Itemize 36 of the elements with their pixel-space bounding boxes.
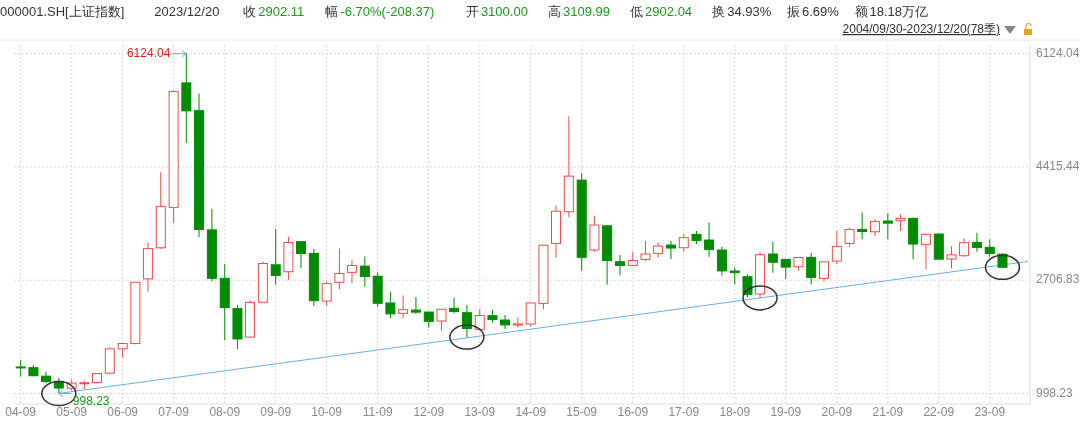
text: 低2902.04 [630, 4, 693, 19]
annotation: 998.23 [72, 393, 110, 408]
x-tick-label: 20-09 [821, 405, 853, 419]
y-tick-label: 2706.83 [1036, 272, 1080, 287]
x-tick-label: 18-09 [719, 405, 751, 419]
x-tick-label: 09-09 [260, 405, 292, 419]
text: 2004/09/30-2023/12/20(78季) [842, 22, 1000, 36]
x-tick-label: 12-09 [413, 405, 445, 419]
x-tick-label: 11-09 [362, 405, 393, 419]
x-tick-label: 07-09 [158, 405, 190, 419]
y-tick-label: 6124.04 [1036, 45, 1080, 60]
text: 幅-6.70%(-208.37) [325, 4, 435, 19]
x-tick-label: 15-09 [566, 405, 598, 419]
x-tick-label: 13-09 [464, 405, 496, 419]
text: 振6.69% [787, 4, 840, 19]
x-tick-label: 04-09 [5, 405, 37, 419]
chart-title: 000001.SH[上证指数] [0, 4, 125, 19]
x-tick-label: 05-09 [56, 405, 88, 419]
text: 收2902.11 [243, 4, 305, 19]
text: 额18.18万亿 [854, 4, 929, 19]
y-tick-label: 998.23 [1036, 385, 1074, 400]
x-tick-label: 22-09 [923, 405, 955, 419]
text: 开3100.00 [465, 4, 528, 19]
x-tick-label: 16-09 [617, 405, 649, 419]
annotation: 6124.04 [126, 45, 171, 60]
x-tick-label: 17-09 [668, 405, 700, 419]
x-tick-label: 08-09 [209, 405, 241, 419]
x-tick-label: 19-09 [770, 405, 802, 419]
x-tick-label: 23-09 [974, 405, 1006, 419]
x-tick-label: 21-09 [872, 405, 904, 419]
x-tick-label: 10-09 [311, 405, 343, 419]
x-tick-label: 14-09 [515, 405, 547, 419]
x-tick-label: 06-09 [107, 405, 139, 419]
text: 2023/12/20 [154, 4, 220, 19]
text: 高3109.99 [548, 4, 610, 19]
y-tick-label: 4415.44 [1036, 159, 1080, 174]
